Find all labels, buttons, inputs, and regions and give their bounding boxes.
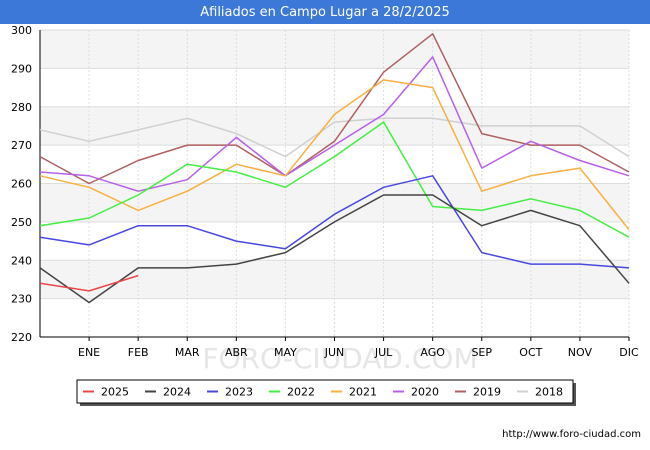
legend-label-2024: 2024 [163,386,191,399]
x-tick-label: MAY [274,346,297,359]
x-tick-label: SEP [471,346,492,359]
grid-band [40,30,629,69]
x-tick-label: JUN [324,346,345,359]
y-tick-label: 280 [11,101,32,114]
legend-box [76,379,574,404]
series-line-2022 [39,121,630,238]
y-tick-label: 250 [11,216,32,229]
x-tick-label: DIC [619,346,639,359]
x-tick-label: FEB [128,346,149,359]
x-tick-label: JUL [374,346,393,359]
legend-label-2020: 2020 [411,386,439,399]
y-tick-label: 290 [11,62,32,75]
line-chart: FORO-CIUDAD.COM 220 230 240 250 260 270 280 290… [11,24,639,406]
y-tick-label: 260 [11,178,32,191]
y-tick-label: 300 [11,24,32,37]
series-line-2023 [39,175,630,269]
y-tick-label: 220 [11,331,32,344]
legend: 2025 2024 2023 2022 2021 2020 2019 2018 [76,379,576,406]
x-tick-label: NOV [568,346,593,359]
watermark: FORO-CIUDAD.COM [202,342,477,375]
legend-label-2019: 2019 [473,386,501,399]
chart-title: Afiliados en Campo Lugar a 28/2/2025 [0,0,650,24]
axes [39,30,630,341]
x-tick-label: ABR [225,346,248,359]
legend-label-2023: 2023 [225,386,253,399]
source-url[interactable]: http://www.foro-ciudad.com [502,429,641,440]
legend-label-2025: 2025 [101,386,129,399]
legend-label-2022: 2022 [287,386,315,399]
y-tick-label: 230 [11,293,32,306]
series-line-2021 [39,79,630,231]
series-line-2020 [39,56,630,192]
series-line-2019 [39,33,630,185]
x-tick-label: OCT [519,346,542,359]
series-lines [39,33,630,304]
series-line-2024 [39,194,630,304]
y-tick-label: 240 [11,254,32,267]
grid-band [40,221,629,261]
legend-label-2021: 2021 [349,386,377,399]
x-tick-label: AGO [420,346,445,359]
legend-label-2018: 2018 [535,386,563,399]
series-line-2025 [39,274,139,292]
series-line-2018 [39,117,630,158]
x-tick-labels: ENE FEB MAR ABR MAY JUN JUL AGO SEP OCT NOV DIC [78,346,639,359]
y-tick-label: 270 [11,139,32,152]
x-tick-label: MAR [175,346,200,359]
x-tick-label: ENE [78,346,100,359]
y-tick-labels: 220 230 240 250 260 270 280 290 300 [11,24,32,344]
